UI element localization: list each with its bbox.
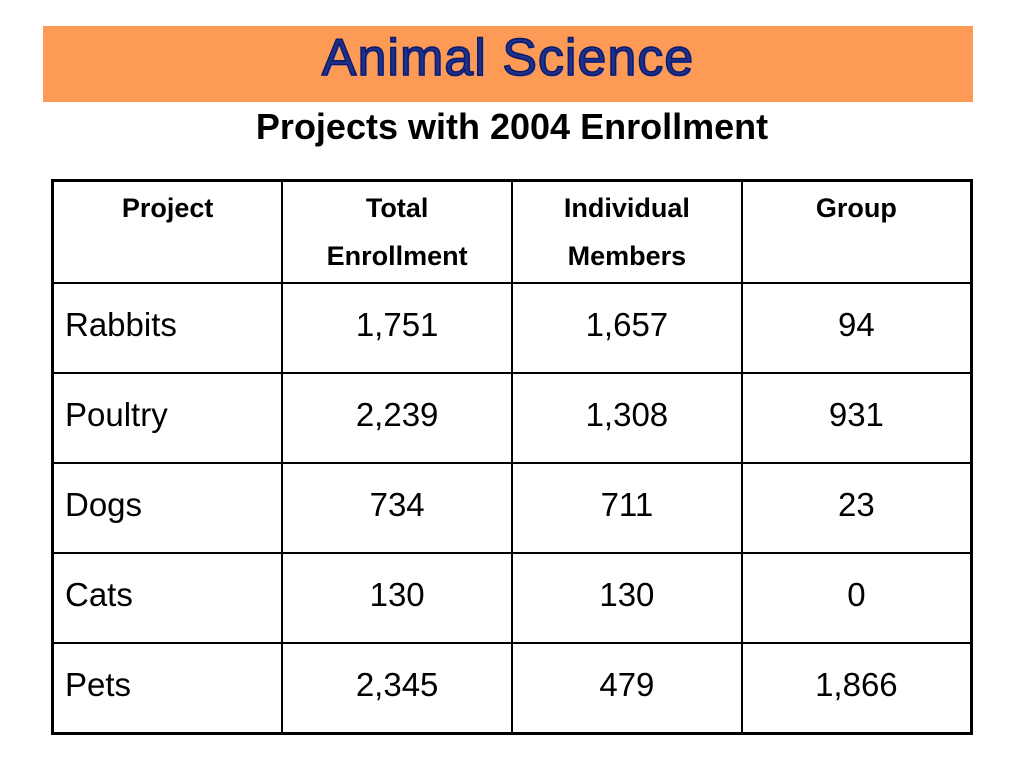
cell-total-enrollment: 1,751 [281,282,513,374]
cell-group: 931 [740,372,973,464]
header-total-enrollment: Total Enrollment [281,179,513,284]
header-total-enrollment-line-2: Enrollment [326,241,468,271]
cell-individual-members: 130 [511,552,743,644]
header-individual-members: Individual Members [511,179,743,284]
table-row: Rabbits 1,751 1,657 94 [51,282,973,374]
cell-project: Pets [51,642,284,735]
cell-project: Cats [51,552,284,644]
page-subtitle: Projects with 2004 Enrollment [255,106,769,147]
banner-title: Animal Science [321,29,695,87]
cell-total-enrollment: 2,239 [281,372,513,464]
cell-group: 23 [740,462,973,554]
header-group: Group [740,179,973,284]
cell-individual-members: 1,308 [511,372,743,464]
header-individual-members-line-2: Members [567,241,687,271]
cell-individual-members: 1,657 [511,282,743,374]
enrollment-table: Project Total Enrollment Individual Memb… [51,179,973,735]
table-header-row: Project Total Enrollment Individual Memb… [51,179,973,284]
cell-individual-members: 479 [511,642,743,735]
cell-group: 1,866 [740,642,973,735]
cell-group: 0 [740,552,973,644]
cell-project: Poultry [51,372,284,464]
header-total-enrollment-line-1: Total [365,193,429,223]
title-banner: Animal Science [43,26,973,102]
table-row: Poultry 2,239 1,308 931 [51,372,973,464]
cell-project: Dogs [51,462,284,554]
header-group-line-1: Group [815,193,897,223]
cell-project: Rabbits [51,282,284,374]
table-row: Pets 2,345 479 1,866 [51,642,973,735]
cell-total-enrollment: 130 [281,552,513,644]
table-row: Dogs 734 711 23 [51,462,973,554]
cell-group: 94 [740,282,973,374]
header-project-line-1: Project [121,193,214,223]
cell-total-enrollment: 2,345 [281,642,513,735]
cell-total-enrollment: 734 [281,462,513,554]
table-row: Cats 130 130 0 [51,552,973,644]
header-project: Project [51,179,284,284]
header-individual-members-line-1: Individual [563,193,690,223]
cell-individual-members: 711 [511,462,743,554]
